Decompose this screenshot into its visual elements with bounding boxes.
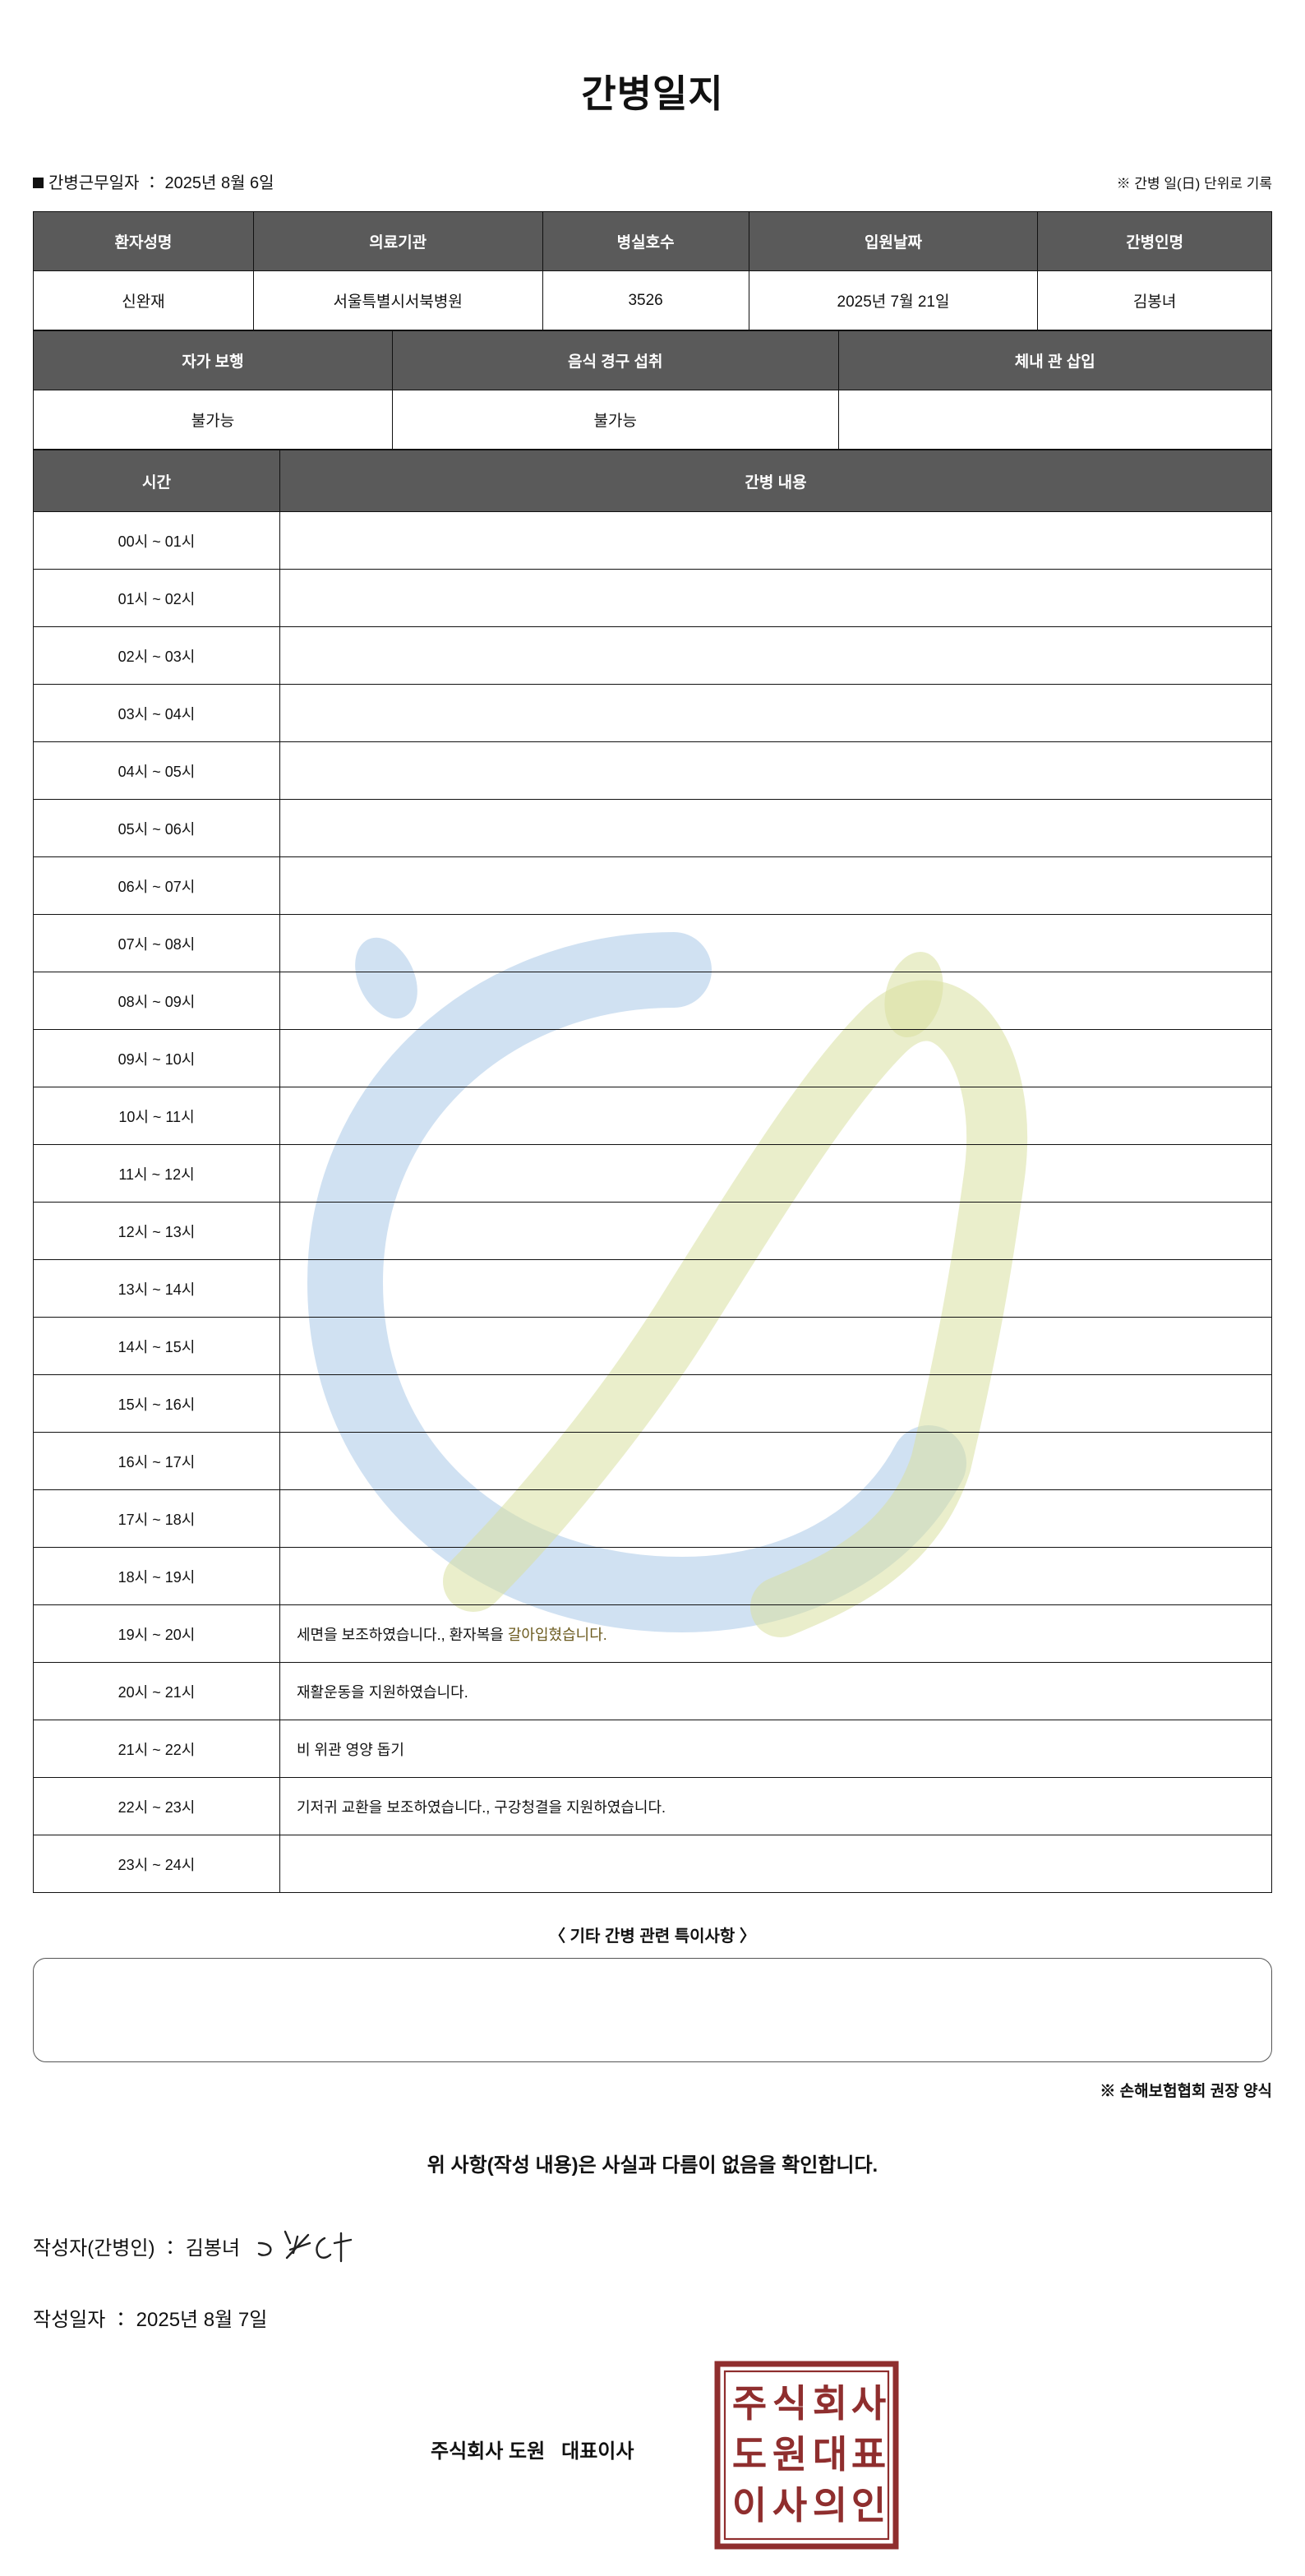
svg-text:사: 사 bbox=[851, 2382, 886, 2425]
svg-text:주: 주 bbox=[732, 2382, 767, 2425]
svg-text:의: 의 bbox=[813, 2484, 847, 2527]
svg-text:대: 대 bbox=[813, 2433, 847, 2476]
svg-text:이: 이 bbox=[732, 2484, 767, 2527]
svg-text:원: 원 bbox=[772, 2433, 807, 2476]
svg-text:인: 인 bbox=[851, 2484, 886, 2527]
svg-text:도: 도 bbox=[732, 2433, 767, 2476]
svg-text:표: 표 bbox=[851, 2433, 886, 2476]
svg-text:사: 사 bbox=[772, 2484, 807, 2527]
svg-text:회: 회 bbox=[813, 2382, 847, 2425]
svg-text:식: 식 bbox=[772, 2382, 807, 2425]
